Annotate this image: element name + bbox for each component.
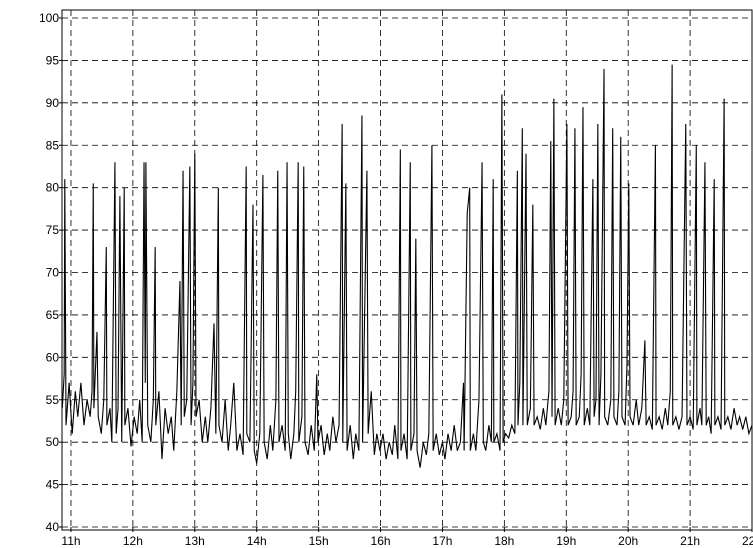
y-tick-label: 60 [46,350,60,364]
x-tick-label: 18h [494,534,514,548]
x-tick-label: 21h [680,534,700,548]
y-tick-label: 50 [46,435,60,449]
y-tick-label: 90 [46,96,60,110]
x-tick-label: 17h [432,534,452,548]
x-tick-label: 11h [61,534,80,548]
y-tick-label: 100 [39,11,59,25]
y-tick-label: 95 [46,53,60,67]
x-tick-label: 13h [185,534,205,548]
x-tick-label: 14h [247,534,267,548]
y-tick-label: 40 [46,520,60,534]
y-tick-label: 75 [46,223,60,237]
x-tick-label: 16h [371,534,391,548]
y-tick-label: 70 [46,266,60,280]
y-tick-label: 45 [46,478,60,492]
y-tick-label: 85 [46,138,60,152]
y-tick-label: 80 [46,181,60,195]
x-tick-label: 22h [742,534,753,548]
x-tick-label: 15h [309,534,329,548]
y-tick-label: 65 [46,308,60,322]
y-tick-label: 55 [46,393,60,407]
x-tick-label: 19h [556,534,576,548]
x-tick-label: 12h [123,534,143,548]
x-tick-label: 20h [618,534,638,548]
data-line [61,64,753,468]
